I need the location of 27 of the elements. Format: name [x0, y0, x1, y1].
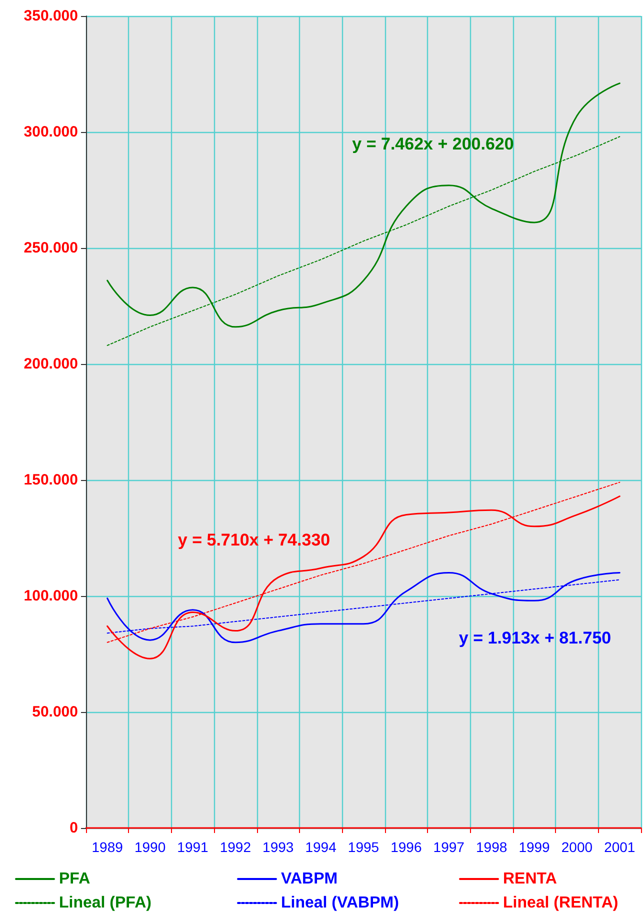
legend-label: RENTA — [503, 870, 558, 888]
x-tick-label: 2000 — [561, 839, 593, 855]
legend-label: PFA — [59, 870, 91, 888]
legend-label: VABPM — [281, 870, 338, 888]
legend-label: Lineal (VABPM) — [281, 894, 399, 912]
y-tick-label: 150.000 — [24, 472, 78, 488]
x-tick-label: 2001 — [604, 839, 636, 855]
x-tick-label: 1997 — [433, 839, 465, 855]
x-tick-label: 1998 — [476, 839, 508, 855]
y-tick-label: 200.000 — [24, 356, 78, 372]
x-tick-label: 1994 — [305, 839, 337, 855]
y-tick-label: 300.000 — [24, 124, 78, 140]
legend-label: Lineal (PFA) — [59, 894, 152, 912]
legend-label: Lineal (RENTA) — [503, 894, 618, 912]
y-tick-label: 250.000 — [24, 240, 78, 256]
x-tick-label: 1992 — [220, 839, 252, 855]
y-tick-label: 50.000 — [32, 704, 78, 720]
x-tick-label: 1999 — [518, 839, 550, 855]
x-tick-label: 1996 — [390, 839, 422, 855]
y-tick-label: 0 — [70, 820, 78, 836]
y-tick-label: 100.000 — [24, 588, 78, 604]
x-tick-label: 1991 — [177, 839, 209, 855]
y-tick-label: 350.000 — [24, 8, 78, 24]
x-tick-label: 1990 — [134, 839, 166, 855]
x-tick-label: 1993 — [262, 839, 294, 855]
x-tick-label: 1989 — [92, 839, 124, 855]
x-tick-label: 1995 — [348, 839, 380, 855]
